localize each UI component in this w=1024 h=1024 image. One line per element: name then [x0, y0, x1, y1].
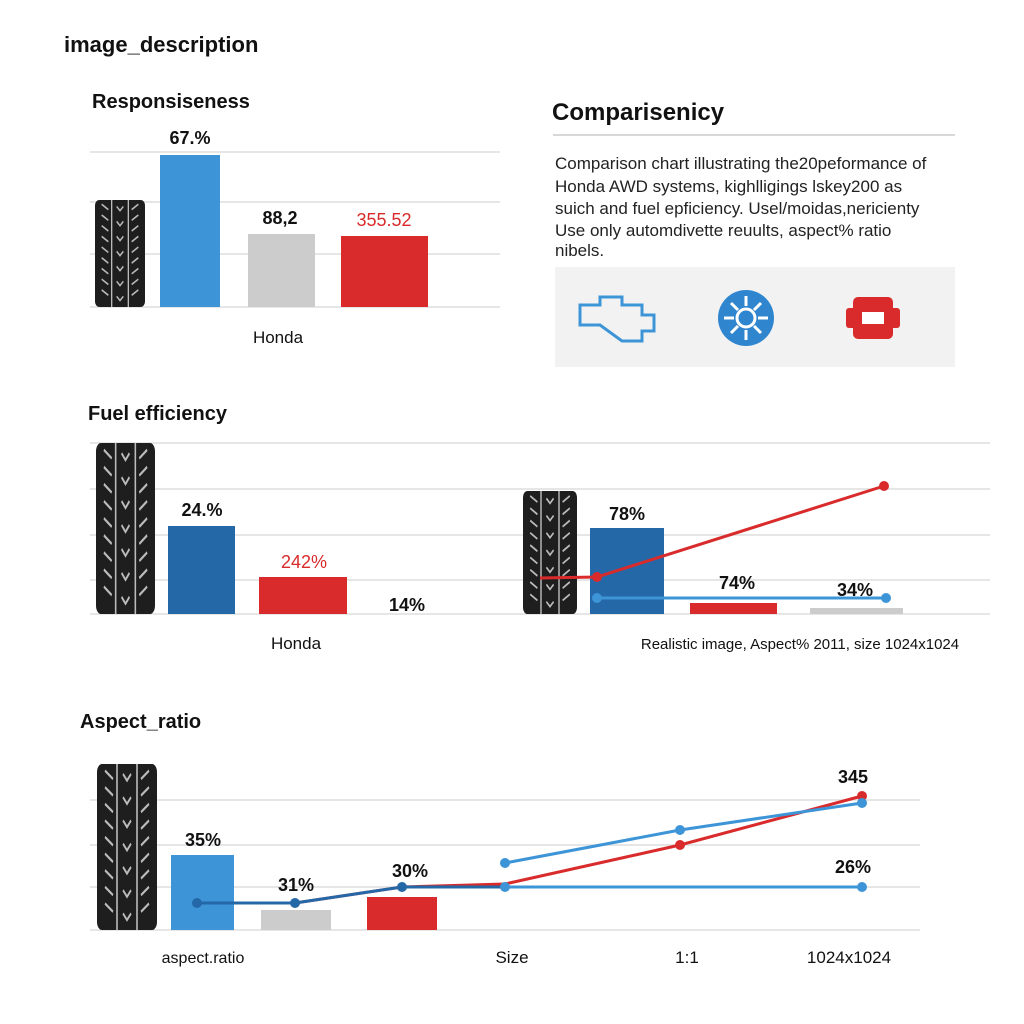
points: [192, 791, 867, 908]
bar-label: 74%: [719, 573, 755, 593]
bar-label: 67.%: [169, 128, 210, 148]
x-label: aspect.ratio: [162, 950, 245, 967]
description-line: nibels.: [555, 241, 604, 260]
point-label: 345: [838, 767, 868, 787]
engine-icon: [578, 295, 656, 343]
bar-label: 31%: [278, 875, 314, 895]
bar-label: 34%: [837, 580, 873, 600]
bar: [690, 603, 777, 614]
bar: [168, 526, 235, 614]
bar-label: 242%: [281, 552, 327, 572]
category-label: Honda: [271, 634, 322, 653]
car-icon: [846, 297, 900, 339]
caption: Realistic image, Aspect% 2011, size 1024…: [641, 636, 959, 653]
bar: [590, 528, 664, 614]
tire-icon: [97, 764, 157, 930]
x-label: 1024x1024: [807, 948, 891, 967]
tire-icon: [95, 200, 145, 307]
description-line: Honda AWD systems, kighlligings lskey200…: [555, 177, 902, 196]
tire-icon: [96, 443, 155, 614]
point: [592, 572, 602, 582]
bar-label: 35%: [185, 830, 221, 850]
point: [881, 593, 891, 603]
tire-icon: [523, 491, 577, 614]
gear-icon: [718, 290, 774, 346]
point: [879, 481, 889, 491]
category-label: Honda: [253, 328, 304, 347]
description-line: Comparison chart illustrating the20pefor…: [555, 154, 927, 173]
bar-label: 355.52: [356, 210, 411, 230]
bar: [160, 155, 220, 307]
bar-label: 88,2: [262, 208, 297, 228]
bar: [248, 234, 315, 307]
bar: [259, 577, 347, 614]
bar: [341, 236, 428, 307]
bar-label: 14%: [389, 595, 425, 615]
section-title: Comparisenicy: [552, 99, 725, 126]
description-line: Use only automdivette reuults, aspect% r…: [555, 221, 891, 240]
point: [592, 593, 602, 603]
bar: [810, 608, 903, 614]
x-label: 1:1: [675, 948, 699, 967]
bar: [367, 897, 437, 930]
section-title: Fuel efficiency: [88, 403, 228, 425]
section-title: Responsiseness: [92, 91, 250, 113]
trend-line: [197, 885, 505, 905]
page-title: image_description: [64, 32, 258, 57]
bar: [171, 855, 234, 930]
bar-label: 30%: [392, 861, 428, 881]
description-line: suich and fuel epficiency. Usel/moidas,n…: [555, 199, 920, 218]
section-title: Aspect_ratio: [80, 711, 201, 733]
bar-label: 24.%: [181, 500, 222, 520]
bar: [261, 910, 331, 930]
point-label: 26%: [835, 857, 871, 877]
bar-label: 78%: [609, 504, 645, 524]
x-label: Size: [495, 948, 528, 967]
